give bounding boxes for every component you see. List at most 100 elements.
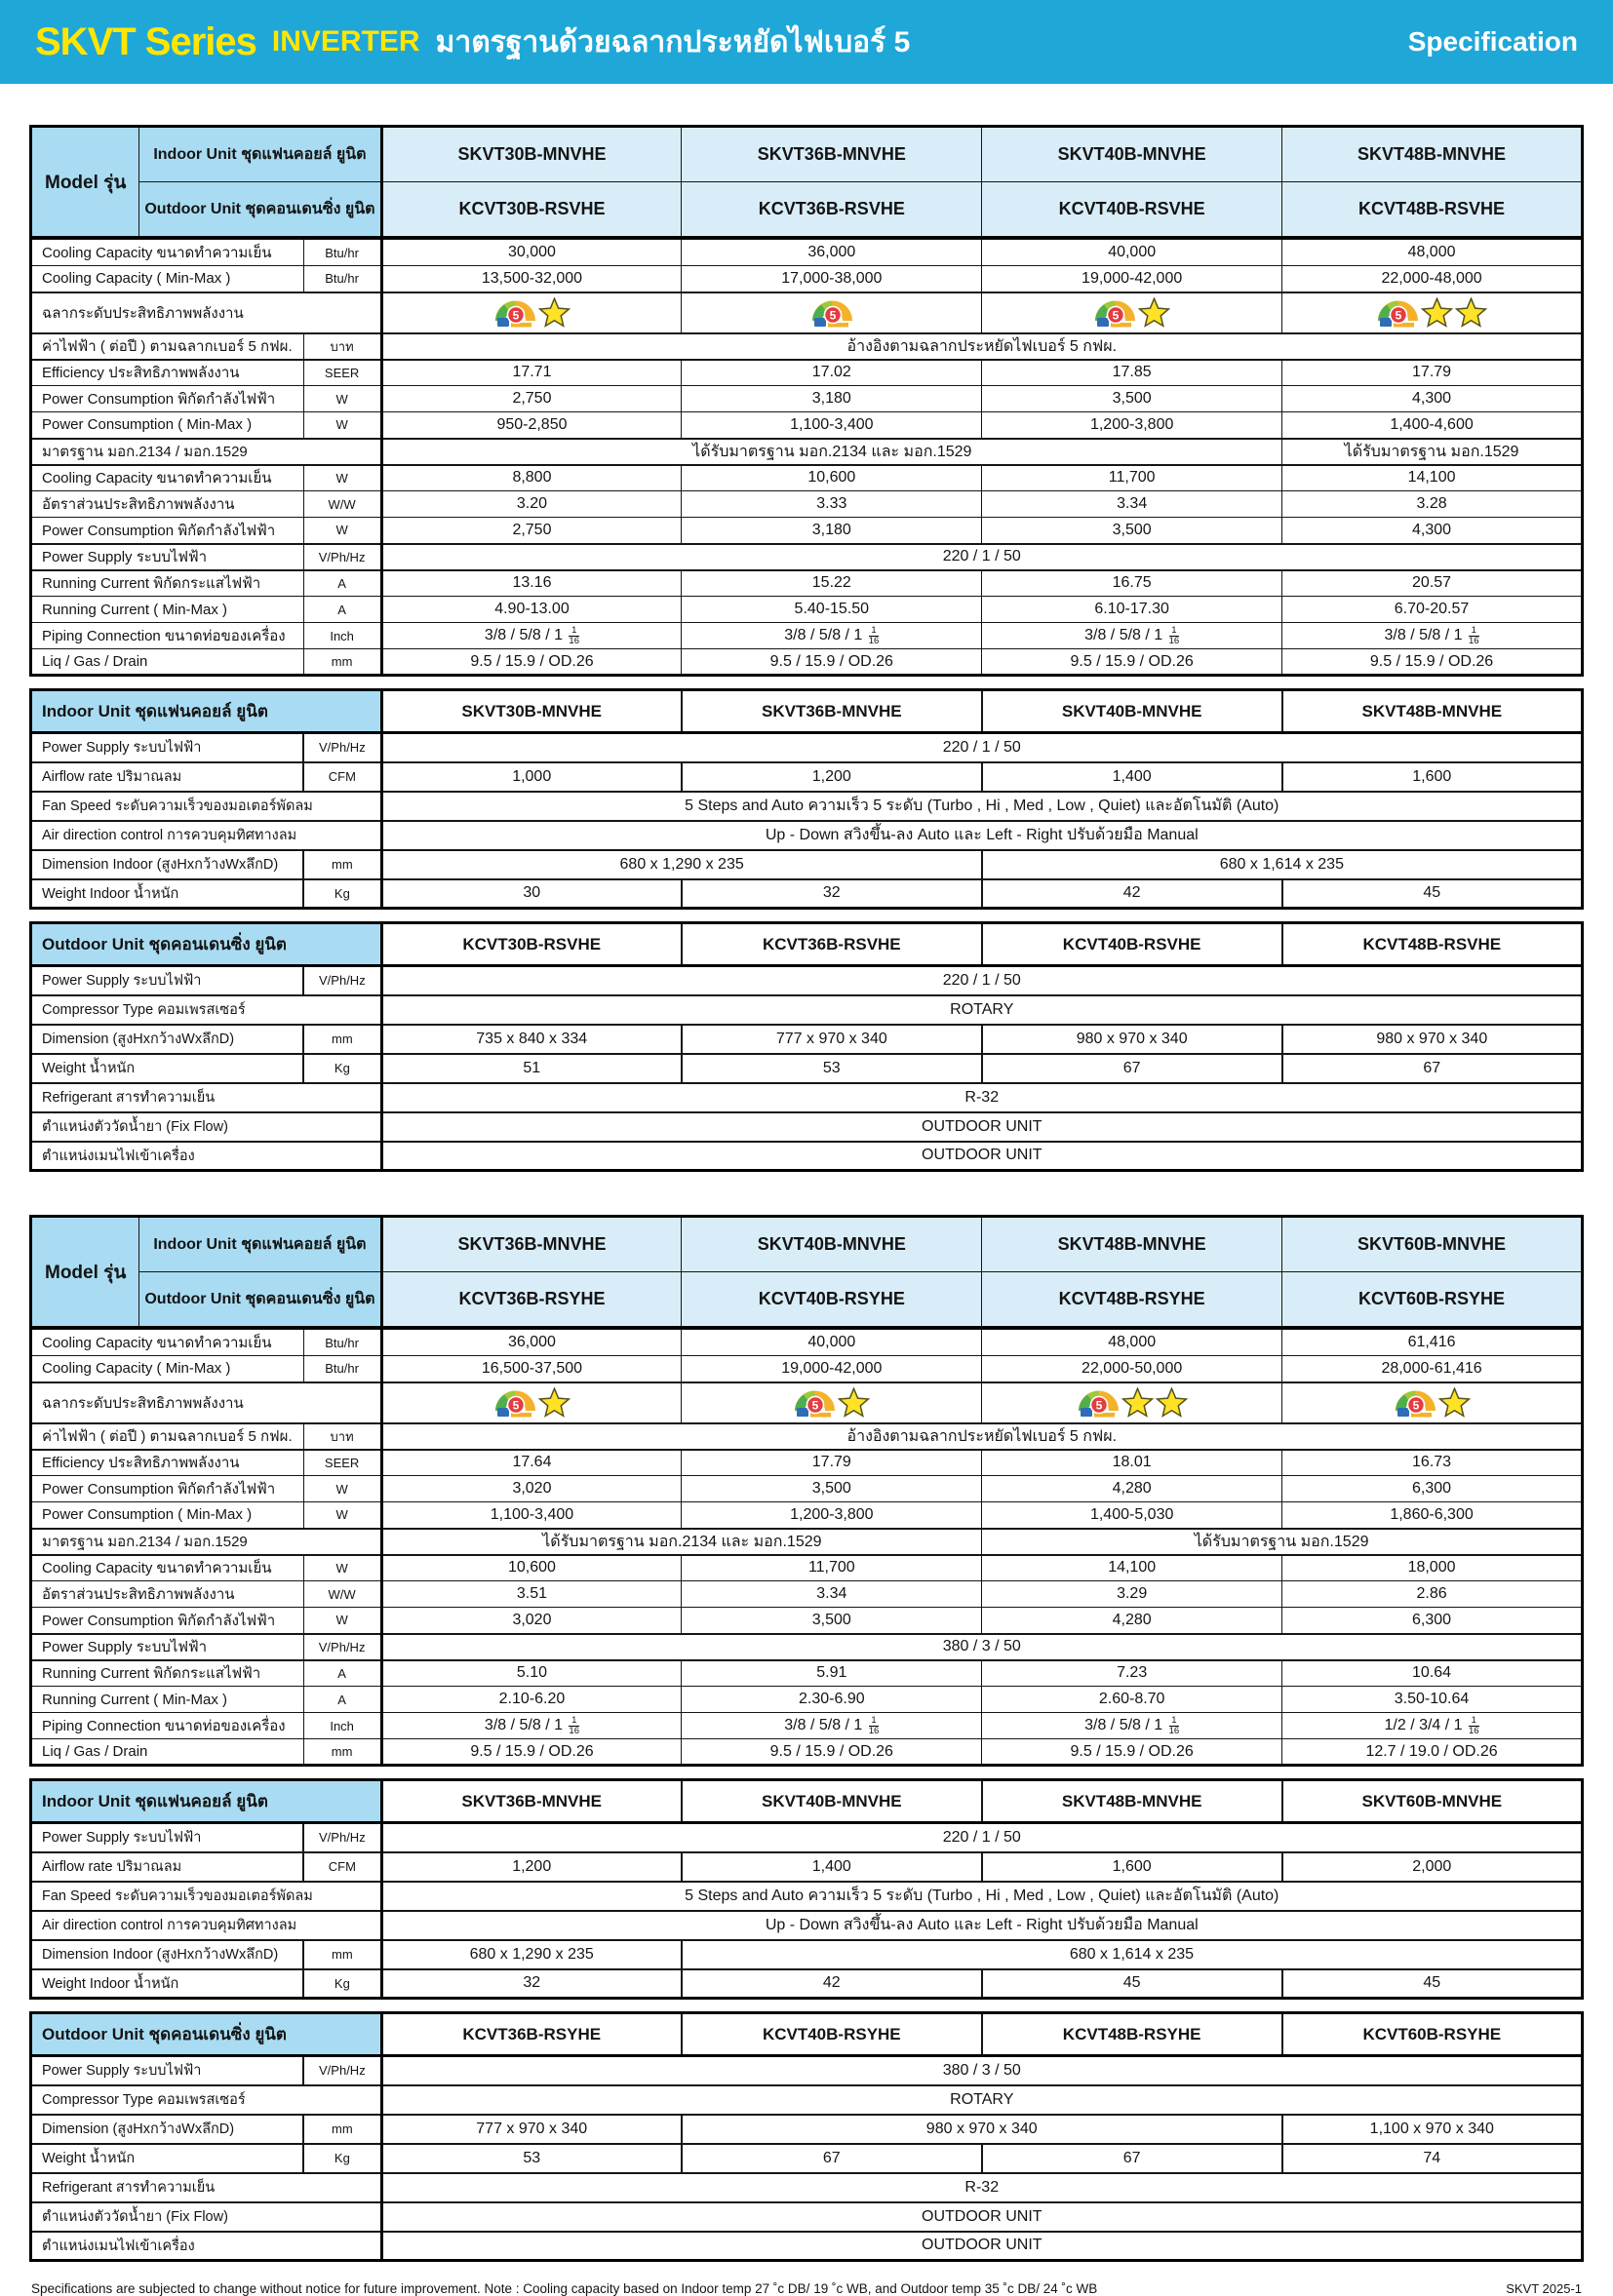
row-value: 6,300 bbox=[1281, 1607, 1583, 1634]
row-value: 1,400-4,600 bbox=[1281, 411, 1583, 439]
energy-label-5-icon: 5 bbox=[811, 300, 852, 328]
row-label: Running Current ( Min-Max ) bbox=[30, 596, 304, 623]
spec-row: Weight น้ำหนัก Kg 53 67 67 74 bbox=[29, 2142, 1584, 2174]
row-value: 1,100-3,400 bbox=[379, 1501, 683, 1529]
row-span-value: อ้างอิงตามฉลากประหยัดไฟเบอร์ 5 กฟผ. bbox=[379, 331, 1584, 361]
row-span-value: 980 x 970 x 340 bbox=[680, 2113, 1283, 2145]
spec-row: ตำแหน่งตัววัดน้ำยา (Fix Flow) OUTDOOR UNI… bbox=[29, 2200, 1584, 2233]
energy-label-5-icon: 5 bbox=[795, 1390, 836, 1418]
fraction: 1 16 bbox=[569, 1714, 579, 1736]
row-value: 3,020 bbox=[379, 1607, 683, 1634]
row-value: 45 bbox=[1280, 877, 1584, 910]
row-unit: Kg bbox=[302, 1052, 383, 1084]
model-header-row: Model รุ่น Indoor Unit ชุดแฟนคอยล์ ยูนิต S… bbox=[29, 1216, 1583, 1328]
row-label: Power Consumption ( Min-Max ) bbox=[30, 411, 304, 439]
row-value: 30 bbox=[379, 877, 683, 910]
row-label: Running Current ( Min-Max ) bbox=[30, 1686, 304, 1713]
star-icon bbox=[1155, 1386, 1188, 1418]
indoor-model-name: SKVT48B-MNVHE bbox=[981, 1216, 1283, 1272]
row-label: Refrigerant สารทำความเย็น bbox=[29, 2171, 383, 2203]
row-unit: บาท bbox=[302, 1421, 382, 1451]
row-value: 14,100 bbox=[1281, 464, 1583, 491]
row-value: 40,000 bbox=[681, 1329, 983, 1356]
row-span-value: Up - Down สวิงขึ้น-ลง Auto และ Left - Ri… bbox=[379, 819, 1584, 851]
row-value: 9.5 / 15.9 / OD.26 bbox=[681, 648, 983, 676]
indoor-model-name: SKVT36B-MNVHE bbox=[681, 126, 983, 182]
spec-row: Power Consumption พิกัดกำลังไฟฟ้า W 3,020 3… bbox=[30, 1607, 1583, 1634]
row-label: Power Supply ระบบไฟฟ้า bbox=[29, 731, 305, 763]
spec-row: Weight Indoor น้ำหนัก Kg 32 42 45 45 bbox=[29, 1967, 1584, 2000]
indoor-model-name: SKVT48B-MNVHE bbox=[1281, 126, 1583, 182]
row-span-value: OUTDOOR UNIT bbox=[379, 1110, 1584, 1143]
fraction: 1 16 bbox=[1168, 1714, 1180, 1736]
energy-label-cell: 5 bbox=[981, 1381, 1283, 1424]
star-icon bbox=[1421, 296, 1454, 328]
spec-row: Power Consumption ( Min-Max ) W 950-2,850 1… bbox=[30, 411, 1583, 439]
outdoor-model-name: KCVT36B-RSYHE bbox=[379, 2011, 683, 2057]
spec-row: Compressor Type คอมเพรสเซอร์ ROTARY bbox=[29, 2083, 1584, 2116]
row-unit: W bbox=[302, 385, 382, 412]
spec-row: Piping Connection ขนาดท่อของเครื่อง Inch 3… bbox=[30, 622, 1583, 649]
spec-row: Running Current พิกัดกระแสไฟฟ้า A 13.16 15.… bbox=[30, 569, 1583, 597]
row-span-value: อ้างอิงตามฉลากประหยัดไฟเบอร์ 5 กฟผ. bbox=[379, 1421, 1584, 1451]
model-header-2: Model รุ่น Indoor Unit ชุดแฟนคอยล์ ยูนิต S… bbox=[29, 1215, 1584, 1329]
row-value: 777 x 970 x 340 bbox=[680, 1023, 983, 1055]
indoor-model-name: SKVT48B-MNVHE bbox=[980, 1778, 1283, 1824]
row-value: 3/8 / 5/8 / 1 1 16 bbox=[981, 622, 1283, 649]
row-value: 13.16 bbox=[379, 569, 683, 597]
indoor-model-name: SKVT48B-MNVHE bbox=[1280, 688, 1584, 734]
spec-row: Cooling Capacity ( Min-Max ) Btu/hr 13,500… bbox=[30, 265, 1583, 292]
spec-row: Power Consumption ( Min-Max ) W 1,100-3,40… bbox=[30, 1501, 1583, 1529]
outdoor-model-name: KCVT36B-RSVHE bbox=[680, 921, 983, 967]
spec-row: ค่าไฟฟ้า ( ต่อปี ) ตามฉลากเบอร์ 5 กฟผ. บา… bbox=[30, 1421, 1584, 1451]
row-unit: V/Ph/Hz bbox=[302, 964, 383, 996]
spec-row: Power Supply ระบบไฟฟ้า V/Ph/Hz 380 / 3 / 5… bbox=[30, 1632, 1584, 1661]
outdoor-model-name: KCVT48B-RSVHE bbox=[1281, 181, 1583, 238]
row-value: 17,000-38,000 bbox=[681, 265, 983, 292]
row-value: 3,500 bbox=[981, 385, 1283, 412]
row-value: 2,750 bbox=[379, 385, 683, 412]
row-value: 3,500 bbox=[681, 1475, 983, 1502]
row-label: Airflow rate ปริมาณลม bbox=[29, 1850, 305, 1883]
outdoor-unit-label: Outdoor Unit ชุดคอนเดนซิ่ง ยูนิต bbox=[138, 1271, 382, 1328]
row-label: ตำแหน่งเมนไฟเข้าเครื่อง bbox=[29, 2230, 383, 2262]
outdoor-table-1: Outdoor Unit ชุดคอนเดนซิ่ง ยูนิต KCVT30B-… bbox=[29, 921, 1584, 1172]
row-value: 1,200-3,800 bbox=[981, 411, 1283, 439]
star-icon bbox=[537, 296, 570, 328]
svg-text:5: 5 bbox=[1113, 309, 1120, 323]
row-unit: Inch bbox=[302, 1712, 382, 1739]
outdoor-table-2: Outdoor Unit ชุดคอนเดนซิ่ง ยูนิต KCVT36B-… bbox=[29, 2011, 1584, 2262]
svg-text:5: 5 bbox=[513, 309, 520, 323]
row-label: Compressor Type คอมเพรสเซอร์ bbox=[29, 993, 383, 1026]
spec-row: อัตราส่วนประสิทธิภาพพลังงาน W/W 3.20 3.33 3.… bbox=[30, 490, 1583, 518]
spec-table-2: Cooling Capacity ขนาดทำความเย็น Btu/hr 36,… bbox=[29, 1329, 1584, 1767]
svg-text:5: 5 bbox=[1396, 309, 1402, 323]
row-value: 9.5 / 15.9 / OD.26 bbox=[379, 648, 683, 676]
specification-label: Specification bbox=[1407, 26, 1578, 57]
fraction: 1 16 bbox=[1469, 624, 1479, 646]
indoor-model-name: SKVT36B-MNVHE bbox=[379, 1216, 683, 1272]
row-value: 1,400-5,030 bbox=[981, 1501, 1283, 1529]
spec-row: Air direction control การควบคุมทิศทางลม U… bbox=[29, 1909, 1584, 1941]
row-span-value: OUTDOOR UNIT bbox=[379, 2230, 1584, 2262]
fraction: 1 16 bbox=[1168, 624, 1180, 646]
row-label: Power Supply ระบบไฟฟ้า bbox=[29, 964, 305, 996]
energy-label-5-icon: 5 bbox=[494, 1390, 535, 1418]
spec-row: ตำแหน่งตัววัดน้ำยา (Fix Flow) OUTDOOR UNI… bbox=[29, 1110, 1584, 1143]
row-value: 3.34 bbox=[681, 1580, 983, 1608]
model-header-row: Outdoor Unit ชุดคอนเดนซิ่ง ยูนิต KCVT30B-… bbox=[31, 181, 1583, 238]
svg-text:5: 5 bbox=[1412, 1399, 1419, 1413]
spec-table-1: Cooling Capacity ขนาดทำความเย็น Btu/hr 30,… bbox=[29, 239, 1584, 677]
spec-row: Cooling Capacity ขนาดทำความเย็น W 10,600 11… bbox=[30, 1554, 1583, 1581]
row-value: 3/8 / 5/8 / 1 1 16 bbox=[1281, 622, 1583, 649]
spec-row: Running Current พิกัดกระแสไฟฟ้า A 5.10 5.91… bbox=[30, 1659, 1583, 1687]
row-label: อัตราส่วนประสิทธิภาพพลังงาน bbox=[30, 1580, 304, 1608]
row-unit: mm bbox=[302, 1738, 382, 1766]
row-label: Running Current พิกัดกระแสไฟฟ้า bbox=[30, 1659, 304, 1687]
row-value: 30,000 bbox=[379, 239, 683, 266]
row-unit: W/W bbox=[302, 1580, 382, 1608]
fraction: 1 16 bbox=[868, 624, 880, 646]
row-label: Airflow rate ปริมาณลม bbox=[29, 760, 305, 793]
spec-row: ค่าไฟฟ้า ( ต่อปี ) ตามฉลากเบอร์ 5 กฟผ. บา… bbox=[30, 331, 1584, 361]
spec-row: Efficiency ประสิทธิภาพพลังงาน SEER 17.71 17… bbox=[30, 359, 1583, 386]
